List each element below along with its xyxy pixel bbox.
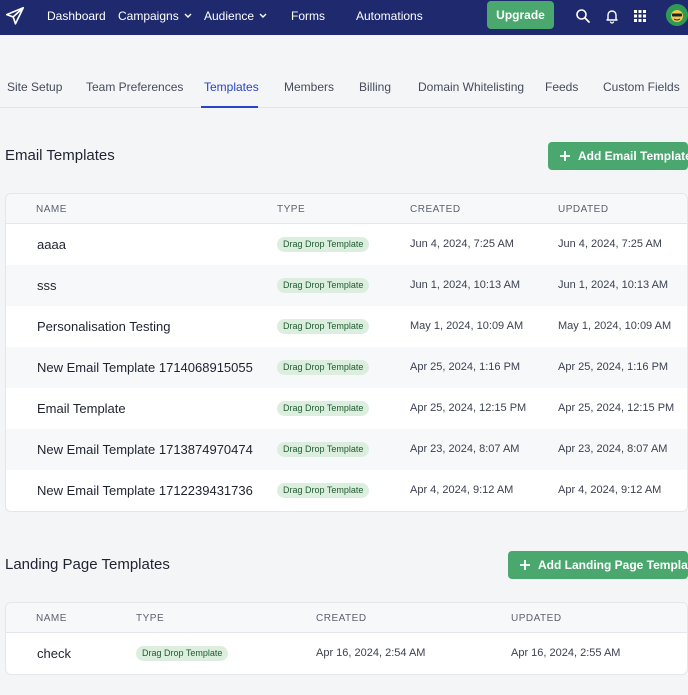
tab-custom-fields[interactable]: Custom Fields <box>603 80 680 94</box>
tab-site-setup[interactable]: Site Setup <box>7 80 63 94</box>
top-navigation-bar: Dashboard Campaigns Audience Forms Autom… <box>0 0 688 35</box>
type-badge: Drag Drop Template <box>277 360 370 375</box>
chevron-down-icon <box>184 13 192 18</box>
column-header-name: NAME <box>36 204 67 215</box>
column-header-created: CREATED <box>410 204 461 215</box>
created-date: Jun 1, 2024, 10:13 AM <box>410 279 521 291</box>
template-name[interactable]: Email Template <box>37 401 126 416</box>
tab-templates[interactable]: Templates <box>204 80 259 94</box>
updated-date: Jun 4, 2024, 7:25 AM <box>558 238 662 250</box>
updated-date: Apr 23, 2024, 8:07 AM <box>558 443 668 455</box>
created-date: Apr 4, 2024, 9:12 AM <box>410 484 514 496</box>
created-date: May 1, 2024, 10:09 AM <box>410 320 524 332</box>
grid-apps-icon[interactable] <box>632 8 648 24</box>
landing-page-templates-heading: Landing Page Templates <box>5 556 170 573</box>
plus-icon <box>520 560 530 570</box>
type-badge: Drag Drop Template <box>277 278 370 293</box>
updated-date: May 1, 2024, 10:09 AM <box>558 320 672 332</box>
tab-feeds[interactable]: Feeds <box>545 80 579 94</box>
template-name[interactable]: Personalisation Testing <box>37 319 171 334</box>
template-name[interactable]: check <box>37 646 71 661</box>
column-header-updated: UPDATED <box>511 613 562 624</box>
table-row[interactable]: Email Template Drag Drop Template Apr 25… <box>6 388 687 429</box>
updated-date: Apr 4, 2024, 9:12 AM <box>558 484 662 496</box>
table-row[interactable]: New Email Template 1712239431736 Drag Dr… <box>6 470 687 511</box>
table-row[interactable]: aaaa Drag Drop Template Jun 4, 2024, 7:2… <box>6 224 687 265</box>
type-badge: Drag Drop Template <box>277 483 370 498</box>
nav-dashboard[interactable]: Dashboard <box>47 9 106 23</box>
created-date: Apr 23, 2024, 8:07 AM <box>410 443 520 455</box>
created-date: Apr 25, 2024, 12:15 PM <box>410 402 527 414</box>
template-name[interactable]: New Email Template 1712239431736 <box>37 483 253 498</box>
type-badge: Drag Drop Template <box>277 442 370 457</box>
table-header: NAME TYPE CREATED UPDATED <box>6 603 687 633</box>
nav-campaigns-label: Campaigns <box>118 9 179 23</box>
add-landing-page-template-label: Add Landing Page Template <box>538 558 688 572</box>
upgrade-button[interactable]: Upgrade <box>487 1 554 29</box>
search-icon[interactable] <box>575 8 591 24</box>
updated-date: Apr 25, 2024, 1:16 PM <box>558 361 669 373</box>
avatar[interactable] <box>666 4 688 26</box>
column-header-type: TYPE <box>136 613 165 624</box>
type-badge: Drag Drop Template <box>136 646 229 661</box>
type-badge: Drag Drop Template <box>277 401 370 416</box>
active-tab-indicator <box>201 106 258 108</box>
nav-forms[interactable]: Forms <box>291 9 325 23</box>
table-row[interactable]: check Drag Drop Template Apr 16, 2024, 2… <box>6 633 687 674</box>
template-name[interactable]: New Email Template 1714068915055 <box>37 360 253 375</box>
column-header-name: NAME <box>36 613 67 624</box>
table-row[interactable]: Personalisation Testing Drag Drop Templa… <box>6 306 687 347</box>
tab-members[interactable]: Members <box>284 80 335 94</box>
settings-tabs: Site Setup Team Preferences Templates Me… <box>0 75 688 108</box>
table-row[interactable]: sss Drag Drop Template Jun 1, 2024, 10:1… <box>6 265 687 306</box>
tab-domain-whitelisting[interactable]: Domain Whitelisting <box>418 80 525 94</box>
chevron-down-icon <box>259 13 267 18</box>
updated-date: Apr 25, 2024, 12:15 PM <box>558 402 675 414</box>
add-email-template-button[interactable]: Add Email Template <box>548 142 688 170</box>
bell-icon[interactable] <box>604 8 620 24</box>
tab-team-preferences[interactable]: Team Preferences <box>86 80 184 94</box>
column-header-type: TYPE <box>277 204 306 215</box>
nav-audience-label: Audience <box>204 9 255 23</box>
created-date: Jun 4, 2024, 7:25 AM <box>410 238 514 250</box>
type-badge: Drag Drop Template <box>277 319 370 334</box>
column-header-created: CREATED <box>316 613 367 624</box>
type-badge: Drag Drop Template <box>277 237 370 252</box>
nav-audience[interactable]: Audience <box>204 9 267 23</box>
avatar-face-icon <box>666 4 688 26</box>
column-header-updated: UPDATED <box>558 204 609 215</box>
email-templates-heading: Email Templates <box>5 147 115 164</box>
landing-page-templates-table: NAME TYPE CREATED UPDATED check Drag Dro… <box>5 602 688 675</box>
email-templates-table: NAME TYPE CREATED UPDATED aaaa Drag Drop… <box>5 193 688 512</box>
add-landing-page-template-button[interactable]: Add Landing Page Template <box>508 551 688 579</box>
paper-plane-logo-icon[interactable] <box>4 5 26 27</box>
add-email-template-label: Add Email Template <box>578 149 688 163</box>
tab-billing[interactable]: Billing <box>359 80 392 94</box>
template-name[interactable]: sss <box>37 278 57 293</box>
plus-icon <box>560 151 570 161</box>
nav-campaigns[interactable]: Campaigns <box>118 9 192 23</box>
table-header: NAME TYPE CREATED UPDATED <box>6 194 687 224</box>
nav-automations[interactable]: Automations <box>356 9 423 23</box>
template-name[interactable]: aaaa <box>37 237 66 252</box>
created-date: Apr 25, 2024, 1:16 PM <box>410 361 521 373</box>
table-row[interactable]: New Email Template 1713874970474 Drag Dr… <box>6 429 687 470</box>
template-name[interactable]: New Email Template 1713874970474 <box>37 442 253 457</box>
created-date: Apr 16, 2024, 2:54 AM <box>316 647 426 659</box>
updated-date: Jun 1, 2024, 10:13 AM <box>558 279 669 291</box>
updated-date: Apr 16, 2024, 2:55 AM <box>511 647 621 659</box>
table-row[interactable]: New Email Template 1714068915055 Drag Dr… <box>6 347 687 388</box>
